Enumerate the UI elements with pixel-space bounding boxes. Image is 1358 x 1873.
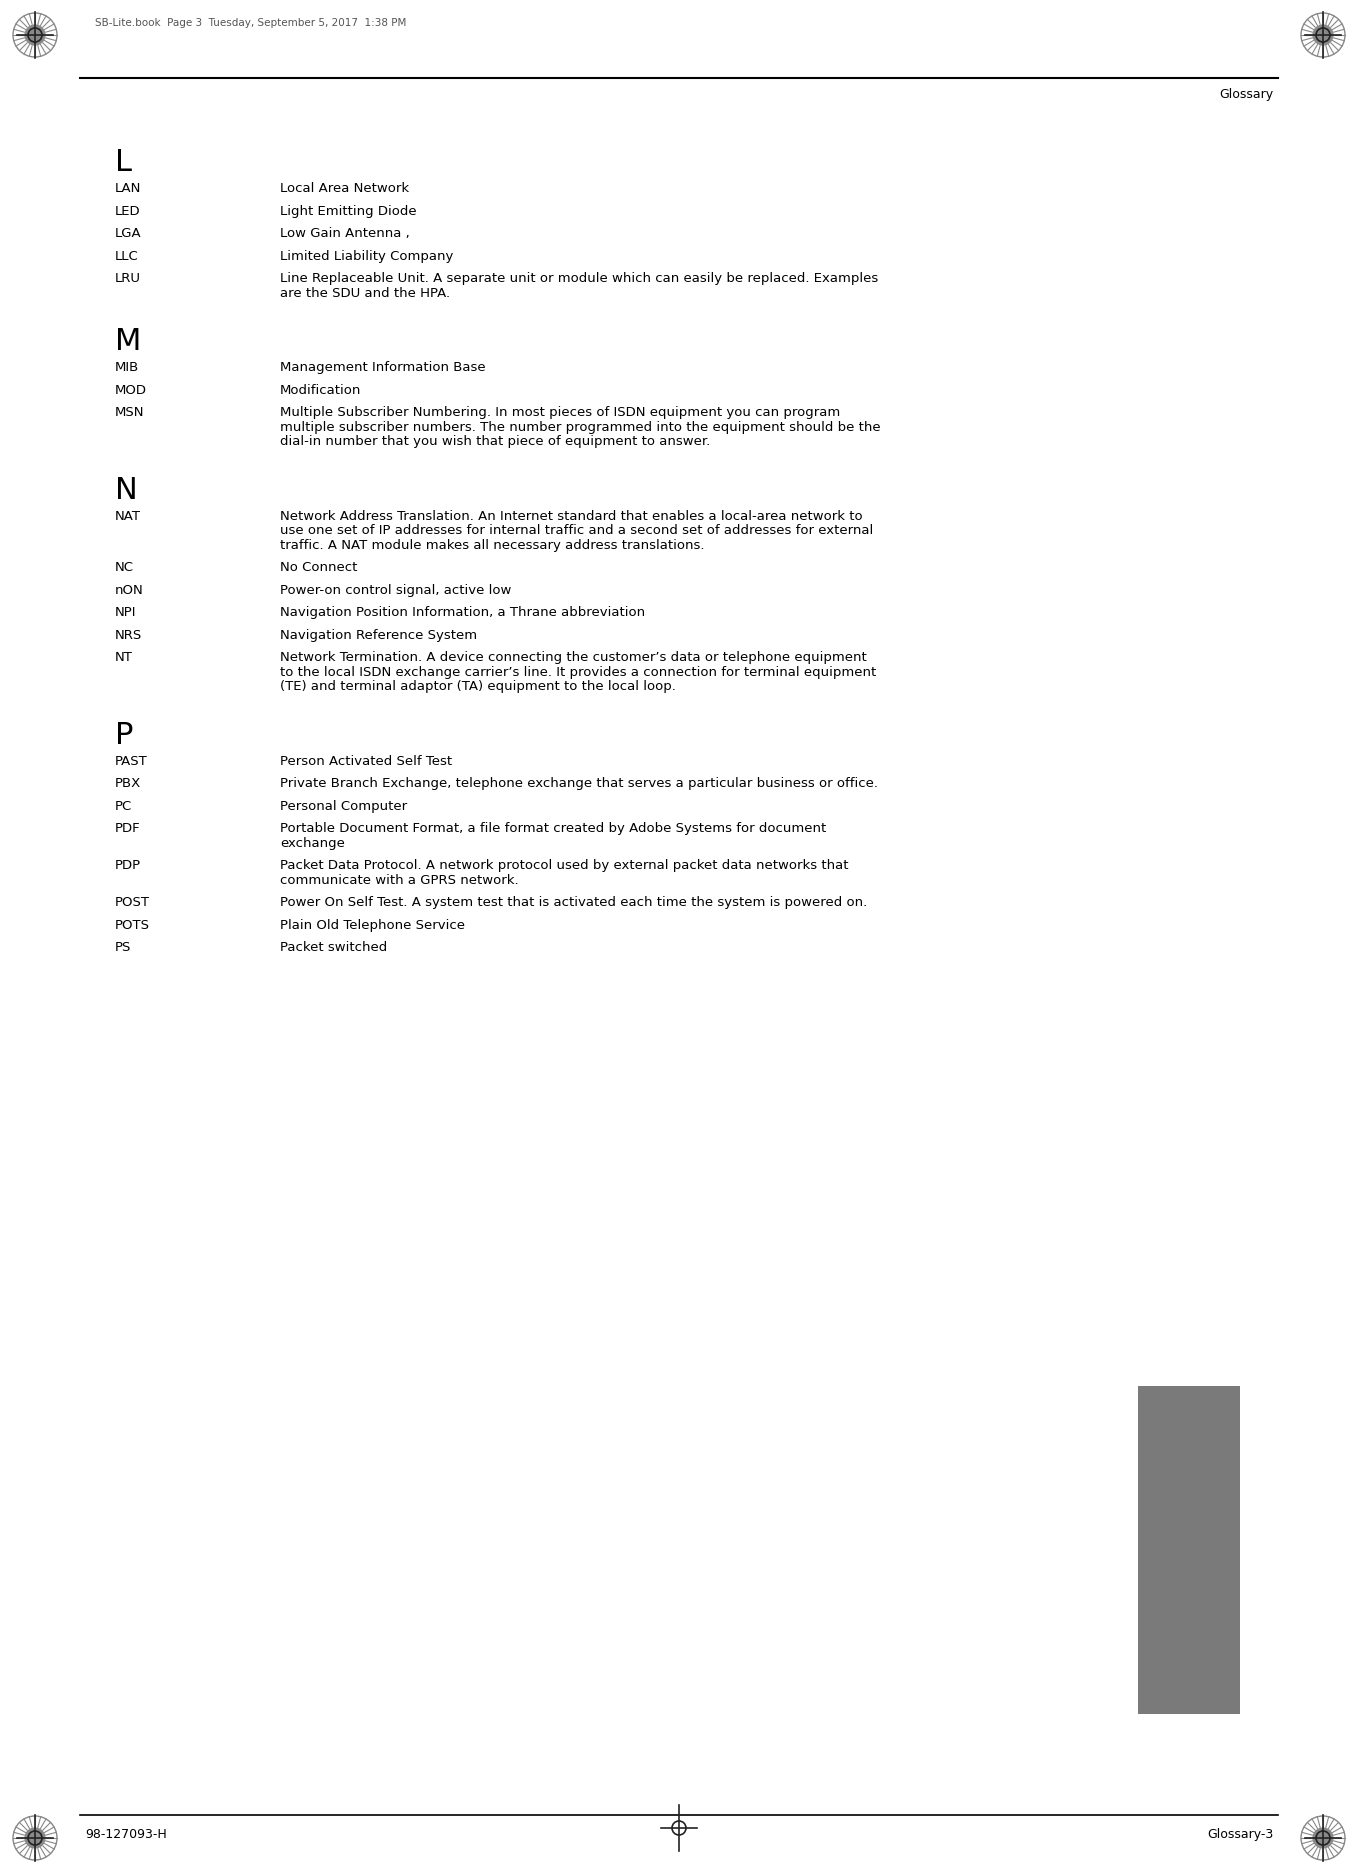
Text: SB-Lite.book  Page 3  Tuesday, September 5, 2017  1:38 PM: SB-Lite.book Page 3 Tuesday, September 5… <box>95 19 406 28</box>
Text: PS: PS <box>115 940 132 953</box>
Circle shape <box>24 1828 45 1849</box>
Text: are the SDU and the HPA.: are the SDU and the HPA. <box>280 287 449 300</box>
Text: LAN: LAN <box>115 182 141 195</box>
Text: Navigation Position Information, a Thrane abbreviation: Navigation Position Information, a Thran… <box>280 607 645 618</box>
Text: POTS: POTS <box>115 918 149 931</box>
Text: use one set of IP addresses for internal traffic and a second set of addresses f: use one set of IP addresses for internal… <box>280 524 873 538</box>
Text: Plain Old Telephone Service: Plain Old Telephone Service <box>280 918 464 931</box>
Text: Glossary: Glossary <box>1219 88 1272 101</box>
Text: PBX: PBX <box>115 777 141 790</box>
Text: to the local ISDN exchange carrier’s line. It provides a connection for terminal: to the local ISDN exchange carrier’s lin… <box>280 665 876 678</box>
Circle shape <box>1313 24 1334 45</box>
Text: L: L <box>115 148 132 178</box>
Text: Low Gain Antenna ,: Low Gain Antenna , <box>280 227 410 240</box>
Text: exchange: exchange <box>280 837 345 850</box>
Circle shape <box>1313 1828 1334 1849</box>
Text: Glossary-3: Glossary-3 <box>1207 1828 1272 1841</box>
Text: Packet switched: Packet switched <box>280 940 387 953</box>
Text: NT: NT <box>115 652 133 665</box>
Text: NRS: NRS <box>115 629 143 641</box>
Text: Personal Computer: Personal Computer <box>280 800 407 813</box>
Text: P: P <box>115 721 133 749</box>
Text: multiple subscriber numbers. The number programmed into the equipment should be : multiple subscriber numbers. The number … <box>280 421 880 433</box>
Text: M: M <box>115 328 141 356</box>
Text: Local Area Network: Local Area Network <box>280 182 409 195</box>
Text: dial-in number that you wish that piece of equipment to answer.: dial-in number that you wish that piece … <box>280 435 710 448</box>
Text: traffic. A NAT module makes all necessary address translations.: traffic. A NAT module makes all necessar… <box>280 539 705 551</box>
Text: No Connect: No Connect <box>280 562 357 573</box>
Text: POST: POST <box>115 895 149 908</box>
Text: communicate with a GPRS network.: communicate with a GPRS network. <box>280 873 519 886</box>
Text: N: N <box>115 476 137 504</box>
Bar <box>1138 1386 1240 1714</box>
Text: PC: PC <box>115 800 132 813</box>
Text: PAST: PAST <box>115 755 148 768</box>
Text: NAT: NAT <box>115 509 141 523</box>
Text: Management Information Base: Management Information Base <box>280 361 486 375</box>
Text: MSN: MSN <box>115 406 144 420</box>
Text: LED: LED <box>115 204 141 217</box>
Text: MIB: MIB <box>115 361 140 375</box>
Text: (TE) and terminal adaptor (TA) equipment to the local loop.: (TE) and terminal adaptor (TA) equipment… <box>280 680 676 693</box>
Text: Line Replaceable Unit. A separate unit or module which can easily be replaced. E: Line Replaceable Unit. A separate unit o… <box>280 272 879 285</box>
Text: Power-on control signal, active low: Power-on control signal, active low <box>280 584 512 596</box>
Text: PDP: PDP <box>115 860 141 873</box>
Text: LLC: LLC <box>115 249 139 262</box>
Text: LRU: LRU <box>115 272 141 285</box>
Circle shape <box>24 24 45 45</box>
Text: Light Emitting Diode: Light Emitting Diode <box>280 204 417 217</box>
Text: MOD: MOD <box>115 384 147 397</box>
Text: Packet Data Protocol. A network protocol used by external packet data networks t: Packet Data Protocol. A network protocol… <box>280 860 849 873</box>
Text: Person Activated Self Test: Person Activated Self Test <box>280 755 452 768</box>
Text: LGA: LGA <box>115 227 141 240</box>
Text: Portable Document Format, a file format created by Adobe Systems for document: Portable Document Format, a file format … <box>280 822 826 835</box>
Text: Limited Liability Company: Limited Liability Company <box>280 249 454 262</box>
Text: Multiple Subscriber Numbering. In most pieces of ISDN equipment you can program: Multiple Subscriber Numbering. In most p… <box>280 406 841 420</box>
Text: Power On Self Test. A system test that is activated each time the system is powe: Power On Self Test. A system test that i… <box>280 895 868 908</box>
Text: Network Address Translation. An Internet standard that enables a local-area netw: Network Address Translation. An Internet… <box>280 509 862 523</box>
Text: nON: nON <box>115 584 144 596</box>
Text: NPI: NPI <box>115 607 137 618</box>
Text: Private Branch Exchange, telephone exchange that serves a particular business or: Private Branch Exchange, telephone excha… <box>280 777 879 790</box>
Text: NC: NC <box>115 562 134 573</box>
Text: Navigation Reference System: Navigation Reference System <box>280 629 477 641</box>
Text: 98-127093-H: 98-127093-H <box>86 1828 167 1841</box>
Text: Network Termination. A device connecting the customer’s data or telephone equipm: Network Termination. A device connecting… <box>280 652 866 665</box>
Text: Modification: Modification <box>280 384 361 397</box>
Text: PDF: PDF <box>115 822 141 835</box>
